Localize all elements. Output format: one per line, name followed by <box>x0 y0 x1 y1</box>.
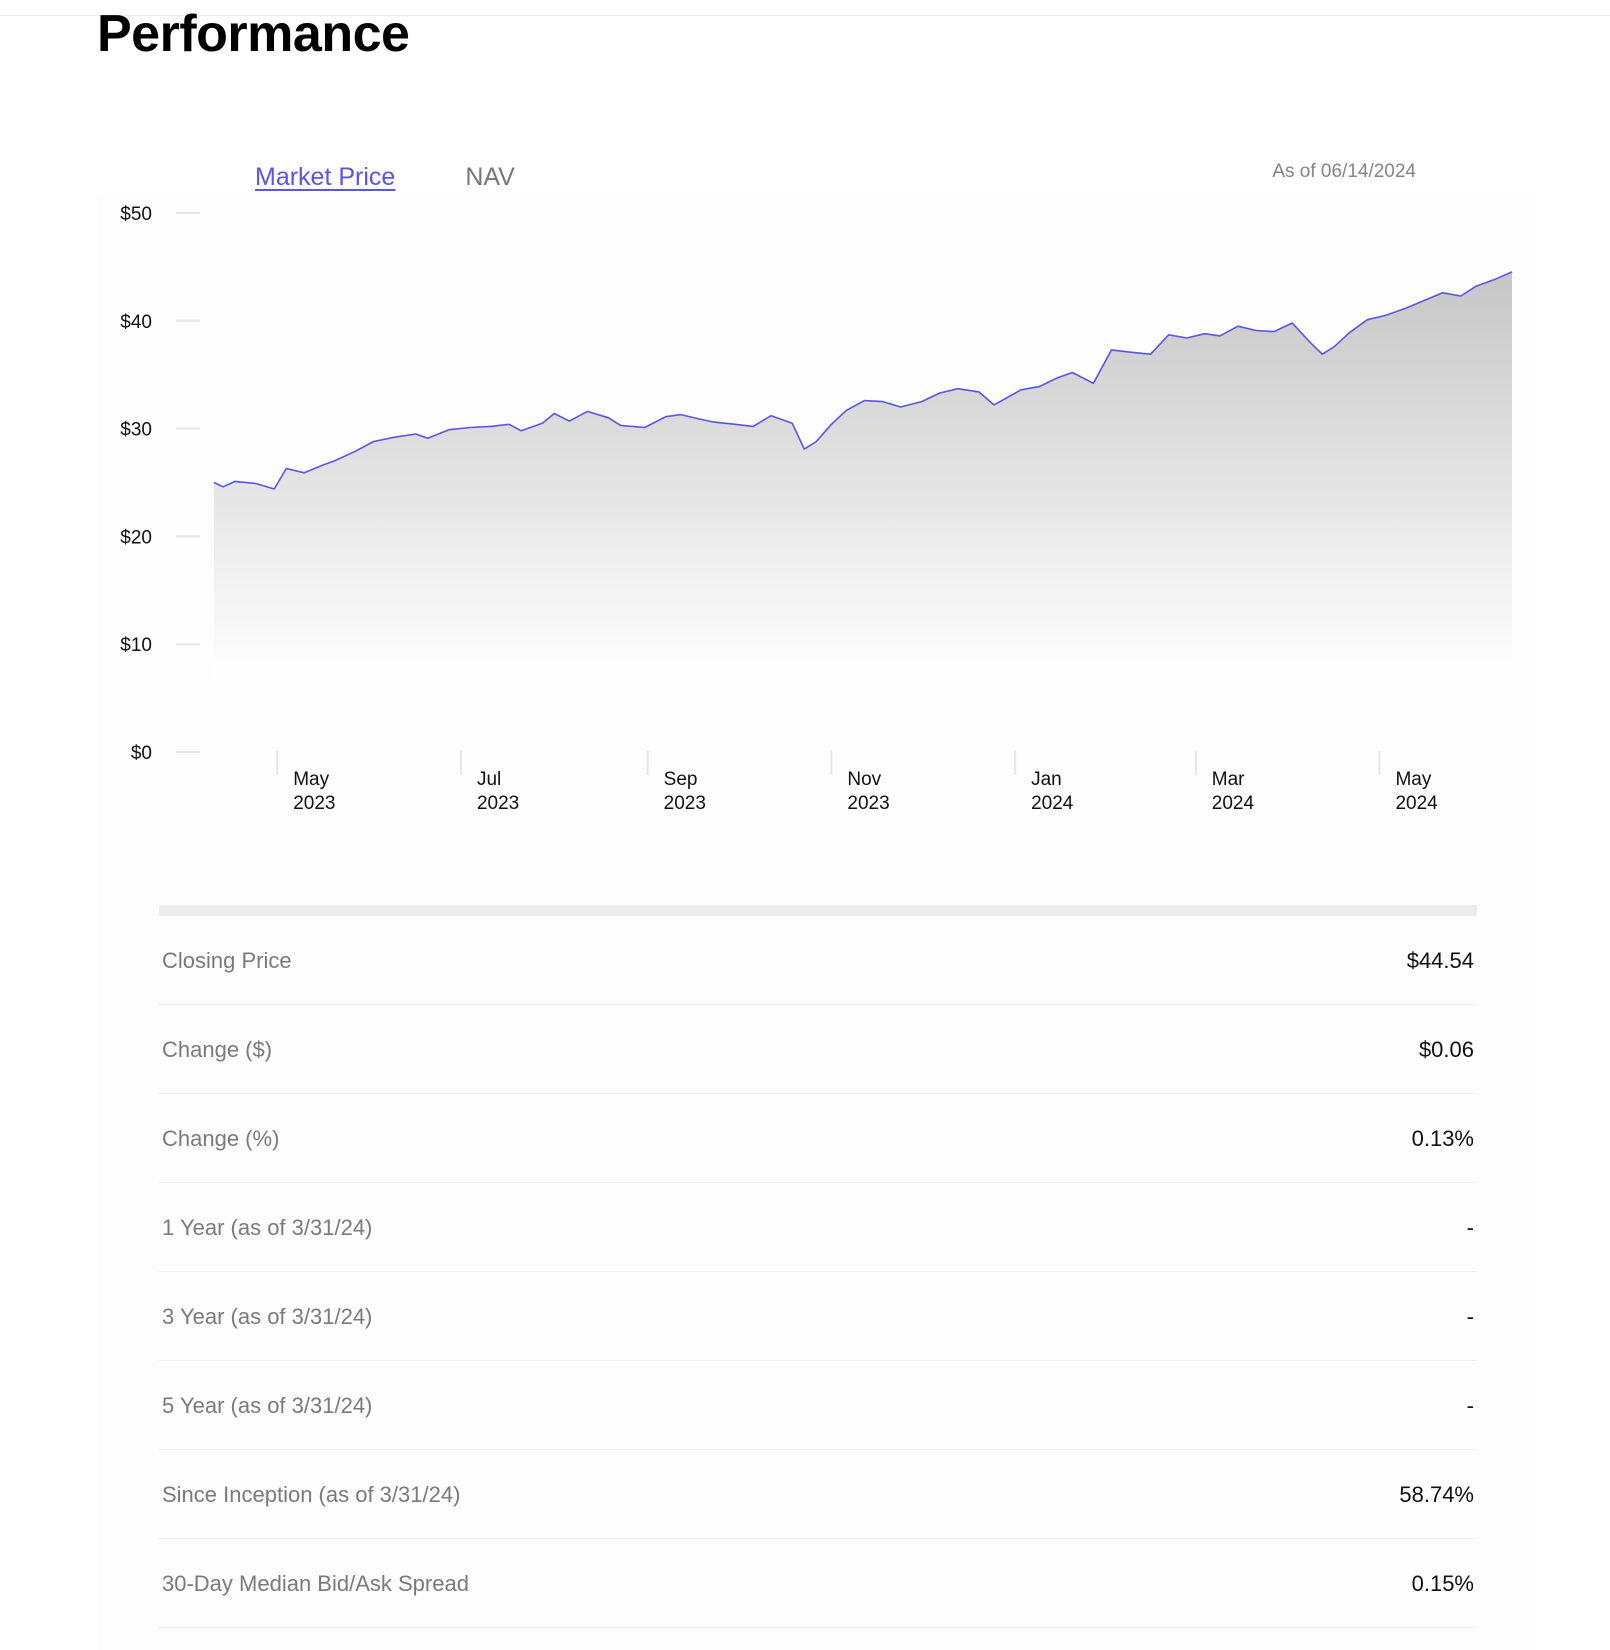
y-tick-label: $10 <box>120 635 152 656</box>
y-tick-label: $40 <box>120 312 152 333</box>
stat-value: 58.74% <box>1399 1482 1474 1507</box>
stat-value: - <box>1466 1215 1474 1240</box>
stat-value: - <box>1466 1393 1474 1418</box>
x-axis: May 2023 Jul 2023 Sep 2023 Nov 2023 Jan 2024 Mar 20… <box>276 751 1438 814</box>
y-tick-label: $30 <box>120 420 152 441</box>
stat-label: 30-Day Median Bid/Ask Spread <box>162 1571 469 1596</box>
stat-label: 3 Year (as of 3/31/24) <box>162 1304 373 1329</box>
stat-value: - <box>1466 1304 1474 1329</box>
stat-value: $44.54 <box>1406 948 1474 973</box>
x-tick-label: 2023 <box>293 793 335 814</box>
x-tick-label: 2024 <box>1031 793 1074 814</box>
price-chart: $50 $40 $30 $20 $10 $0 May 2023 Jul 2023 Sep 2023 N… <box>120 204 1513 814</box>
tab-nav[interactable]: NAV <box>465 163 515 191</box>
x-tick-label: Jan <box>1031 769 1062 790</box>
page-title: Performance <box>97 5 410 63</box>
stat-label: 5 Year (as of 3/31/24) <box>162 1393 373 1418</box>
x-tick-label: 2023 <box>664 793 706 814</box>
x-tick-label: 2023 <box>847 793 889 814</box>
x-tick-label: Sep <box>664 769 698 790</box>
price-area <box>214 271 1512 675</box>
stat-label: Change ($) <box>162 1037 273 1062</box>
x-tick-label: May <box>1395 769 1431 790</box>
stat-row: Since Inception (as of 3/31/24) 58.74% <box>159 1450 1477 1539</box>
as-of-date: As of 06/14/2024 <box>1272 161 1416 182</box>
stat-label: 1 Year (as of 3/31/24) <box>162 1215 373 1240</box>
stat-value: $0.06 <box>1418 1037 1474 1062</box>
stat-value: 0.15% <box>1411 1571 1474 1596</box>
stat-row: 5 Year (as of 3/31/24) - <box>159 1361 1477 1450</box>
stat-row: Change ($) $0.06 <box>159 1005 1477 1094</box>
stat-label: Since Inception (as of 3/31/24) <box>162 1482 461 1507</box>
performance-stats-table: Closing Price $44.54 Change ($) $0.06 Change… <box>159 905 1477 1628</box>
x-tick-label: May <box>293 769 329 790</box>
stat-label: Closing Price <box>162 948 292 973</box>
x-tick-label: Mar <box>1212 769 1245 790</box>
y-axis: $50 $40 $30 $20 $10 $0 <box>120 204 200 764</box>
x-tick-label: 2023 <box>477 793 519 814</box>
x-tick-label: 2024 <box>1395 793 1438 814</box>
stat-row: Closing Price $44.54 <box>159 916 1477 1005</box>
price-type-tabs: Market Price NAV <box>255 163 515 192</box>
stat-row: Change (%) 0.13% <box>159 1094 1477 1183</box>
y-tick-label: $50 <box>120 204 152 225</box>
y-tick-label: $0 <box>131 743 152 764</box>
stat-value: 0.13% <box>1411 1126 1474 1151</box>
stat-row: 3 Year (as of 3/31/24) - <box>159 1272 1477 1361</box>
price-line <box>213 271 1513 490</box>
stat-label: Change (%) <box>162 1126 280 1151</box>
stat-row: 30-Day Median Bid/Ask Spread 0.15% <box>159 1539 1477 1628</box>
x-tick-label: 2024 <box>1212 793 1255 814</box>
y-tick-label: $20 <box>120 527 152 548</box>
stat-row: 1 Year (as of 3/31/24) - <box>159 1183 1477 1272</box>
tab-market-price[interactable]: Market Price <box>255 163 396 191</box>
x-tick-label: Nov <box>847 769 881 790</box>
top-divider <box>0 15 1610 16</box>
x-tick-label: Jul <box>477 769 501 790</box>
